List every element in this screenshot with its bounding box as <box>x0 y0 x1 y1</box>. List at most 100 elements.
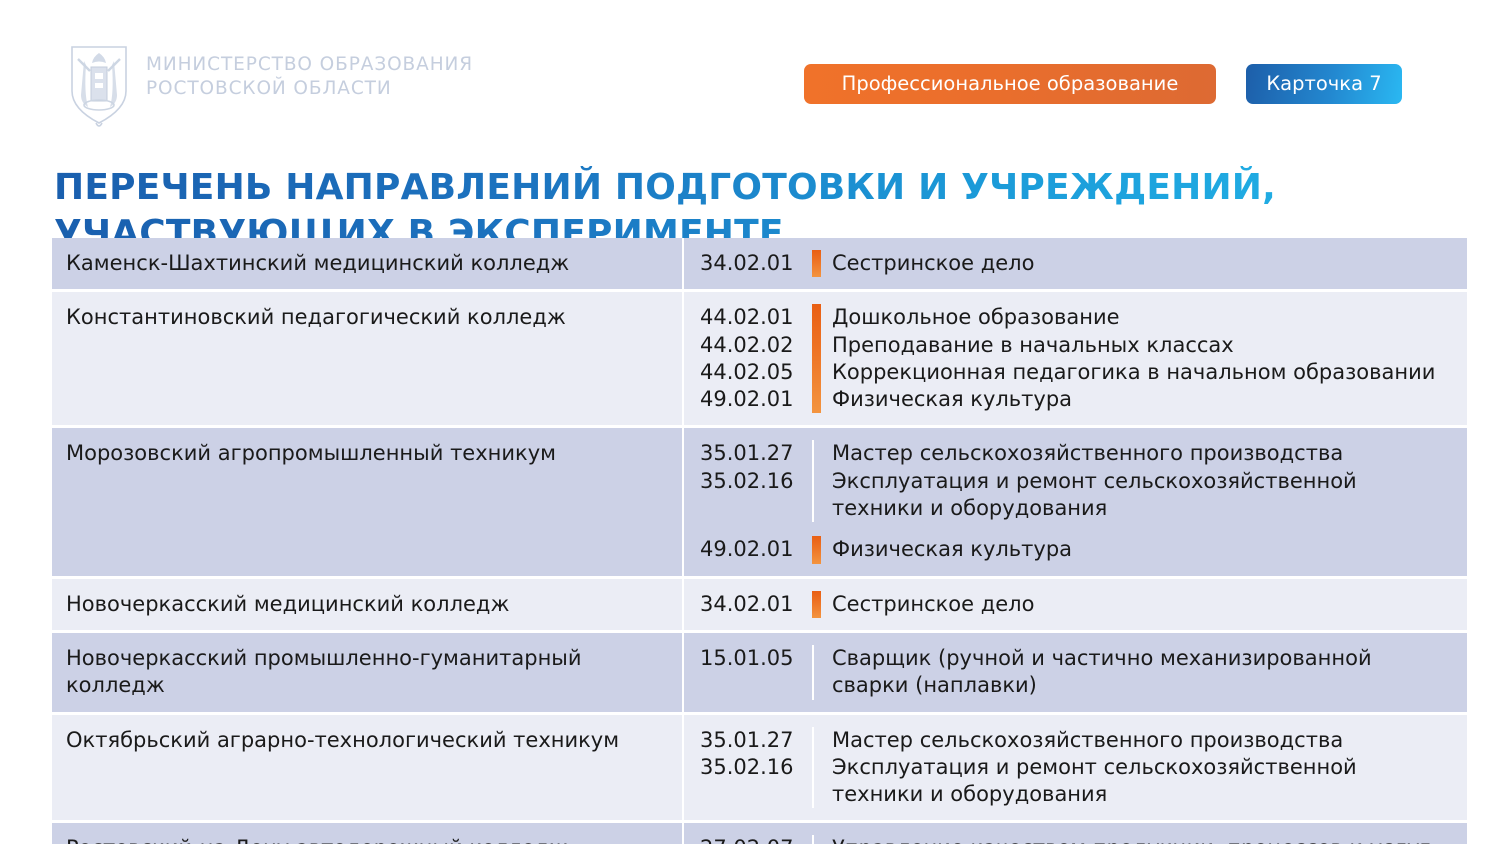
column-divider <box>812 726 814 809</box>
program-title: Управление качеством продукции, процессо… <box>832 835 1457 844</box>
program-title: техники и оборудования <box>832 496 1108 521</box>
program-code: 35.02.16 <box>700 754 794 779</box>
column-divider <box>682 428 684 576</box>
program-group: 44.02.01 44.02.02 44.02.05 49.02.01 Дошкольн… <box>684 304 1467 414</box>
program-code-list: 34.02.01 <box>684 250 812 277</box>
program-title: техники и оборудования <box>832 782 1108 807</box>
program-group: 49.02.01 Физическая культура <box>684 536 1467 564</box>
program-title: Сварщик (ручной и частично механизирован… <box>832 645 1372 670</box>
program-code: 35.02.16 <box>700 468 794 493</box>
programs-cell: 44.02.01 44.02.02 44.02.05 49.02.01 Дошкольн… <box>684 292 1467 425</box>
page-title-line1: ПЕРЕЧЕНЬ НАПРАВЛЕНИЙ ПОДГОТОВКИ И УЧРЕЖД… <box>54 167 1276 209</box>
table-row[interactable]: Константиновский педагогический колледж 4… <box>52 292 1467 426</box>
program-code-list: 27.02.07 <box>684 835 812 844</box>
program-group: 27.02.07 Управление качеством продукции, … <box>684 835 1467 844</box>
program-group: 35.01.27 35.02.16 Мастер сельскохозяйствен… <box>684 726 1467 809</box>
program-code: 34.02.01 <box>700 251 794 275</box>
program-code-list: 44.02.01 44.02.02 44.02.05 49.02.01 <box>684 304 812 413</box>
institution-name: Новочеркасский промышленно-гуманитарный … <box>66 645 582 698</box>
program-code-list: 15.01.05 <box>684 645 812 700</box>
programs-cell: 27.02.07 Управление качеством продукции, … <box>684 823 1467 844</box>
institutions-table: Каменск-Шахтинский медицинский колледж 34… <box>52 238 1467 844</box>
institution-name: Каменск-Шахтинский медицинский колледж <box>66 251 570 275</box>
program-title: Сестринское дело <box>832 591 1035 616</box>
program-group: 35.01.27 35.02.16 Мастер сельскохозяйствен… <box>684 440 1467 523</box>
ministry-name: МИНИСТЕРСТВО ОБРАЗОВАНИЯ РОСТОВСКОЙ ОБЛА… <box>146 45 473 102</box>
program-title-list: Сестринское дело <box>832 591 1467 618</box>
coat-of-arms-icon <box>71 46 127 127</box>
badge-category[interactable]: Профессиональное образование <box>804 64 1216 104</box>
program-title-list: Сестринское дело <box>832 250 1467 277</box>
programs-cell: 35.01.27 35.02.16 Мастер сельскохозяйствен… <box>684 715 1467 821</box>
program-title-list: Мастер сельскохозяйственного производств… <box>832 440 1467 522</box>
program-title: Преподавание в начальных классах <box>832 332 1234 357</box>
table-row[interactable]: Новочеркасский медицинский колледж 34.02.… <box>52 578 1467 630</box>
programs-cell: 34.02.01 Сестринское дело <box>684 579 1467 630</box>
programs-cell: 34.02.01 Сестринское дело <box>684 238 1467 289</box>
column-divider <box>812 835 814 844</box>
program-title: Физическая культура <box>832 537 1073 562</box>
program-code-list: 49.02.01 <box>684 536 812 563</box>
programs-cell: 15.01.05 Сварщик (ручной и частично механ… <box>684 633 1467 712</box>
program-title-list: Сварщик (ручной и частично механизирован… <box>832 645 1467 700</box>
institution-name: Ростовский-на-Дону автодорожный колледж <box>52 823 682 844</box>
program-title-list: Мастер сельскохозяйственного производств… <box>832 727 1467 809</box>
orange-accent-bar <box>812 536 821 564</box>
column-divider <box>682 714 684 821</box>
programs-cell: 35.01.27 35.02.16 Мастер сельскохозяйствен… <box>684 428 1467 575</box>
program-group: 34.02.01 Сестринское дело <box>684 590 1467 618</box>
ministry-brand: МИНИСТЕРСТВО ОБРАЗОВАНИЯ РОСТОВСКОЙ ОБЛА… <box>68 45 473 129</box>
program-title-list: Управление качеством продукции, процессо… <box>832 835 1467 844</box>
table-row[interactable]: Ростовский-на-Дону автодорожный колледж2… <box>52 823 1467 844</box>
institution-name: Морозовский агропромышленный техникум <box>66 441 556 466</box>
table-row[interactable]: Октябрьский аграрно-технологический техн… <box>52 714 1467 821</box>
program-title: Коррекционная педагогика в начальном обр… <box>832 359 1436 384</box>
orange-accent-bar <box>812 304 821 414</box>
orange-accent-bar <box>812 250 821 278</box>
program-title: Физическая культура <box>832 387 1073 412</box>
institution-name: Новочеркасский медицинский колледж <box>66 591 510 616</box>
program-title: Мастер сельскохозяйственного производств… <box>832 441 1344 466</box>
program-code-list: 34.02.01 <box>684 591 812 618</box>
program-code: 44.02.01 <box>700 305 794 330</box>
program-code: 34.02.01 <box>700 591 794 616</box>
program-title: сварки (наплавки) <box>832 673 1037 698</box>
program-title-list: Дошкольное образование Преподавание в нач… <box>832 304 1467 413</box>
slide-header: МИНИСТЕРСТВО ОБРАЗОВАНИЯ РОСТОВСКОЙ ОБЛА… <box>0 42 1500 127</box>
program-code: 44.02.05 <box>700 359 794 384</box>
program-code: 35.01.27 <box>700 727 794 752</box>
column-divider <box>682 823 684 844</box>
program-code: 49.02.01 <box>700 387 794 412</box>
column-divider <box>682 238 684 290</box>
ministry-name-line2: РОСТОВСКОЙ ОБЛАСТИ <box>146 78 392 100</box>
program-title: Эксплуатация и ремонт сельскохозяйственн… <box>832 754 1357 779</box>
column-divider <box>812 644 814 700</box>
program-title: Эксплуатация и ремонт сельскохозяйственн… <box>832 468 1357 493</box>
table-row[interactable]: Каменск-Шахтинский медицинский колледж 34… <box>52 238 1467 290</box>
program-group: 34.02.01 Сестринское дело <box>684 250 1467 278</box>
table-row[interactable]: Новочеркасский промышленно-гуманитарный … <box>52 632 1467 712</box>
program-title: Мастер сельскохозяйственного производств… <box>832 727 1344 752</box>
program-title: Дошкольное образование <box>832 305 1120 330</box>
program-code-list: 35.01.27 35.02.16 <box>684 440 812 522</box>
program-title: Сестринское дело <box>832 251 1035 275</box>
column-divider <box>682 632 684 712</box>
program-title-list: Физическая культура <box>832 536 1467 563</box>
badge-card-number[interactable]: Карточка 7 <box>1246 64 1402 104</box>
program-code: 35.01.27 <box>700 441 794 466</box>
program-code-list: 35.01.27 35.02.16 <box>684 727 812 809</box>
program-code: 27.02.07 <box>700 835 798 844</box>
column-divider <box>682 578 684 630</box>
institution-name: Константиновский педагогический колледж <box>66 305 566 330</box>
institution-name: Октябрьский аграрно-технологический техн… <box>66 727 620 752</box>
program-code: 15.01.05 <box>700 645 794 670</box>
program-code: 49.02.01 <box>700 537 794 562</box>
table-row[interactable]: Морозовский агропромышленный техникум 35.… <box>52 428 1467 576</box>
column-divider <box>812 440 814 523</box>
column-divider <box>682 292 684 426</box>
ministry-name-line1: МИНИСТЕРСТВО ОБРАЗОВАНИЯ <box>146 54 474 75</box>
program-code: 44.02.02 <box>700 332 794 357</box>
program-group: 15.01.05 Сварщик (ручной и частично механ… <box>684 644 1467 700</box>
orange-accent-bar <box>812 590 821 618</box>
